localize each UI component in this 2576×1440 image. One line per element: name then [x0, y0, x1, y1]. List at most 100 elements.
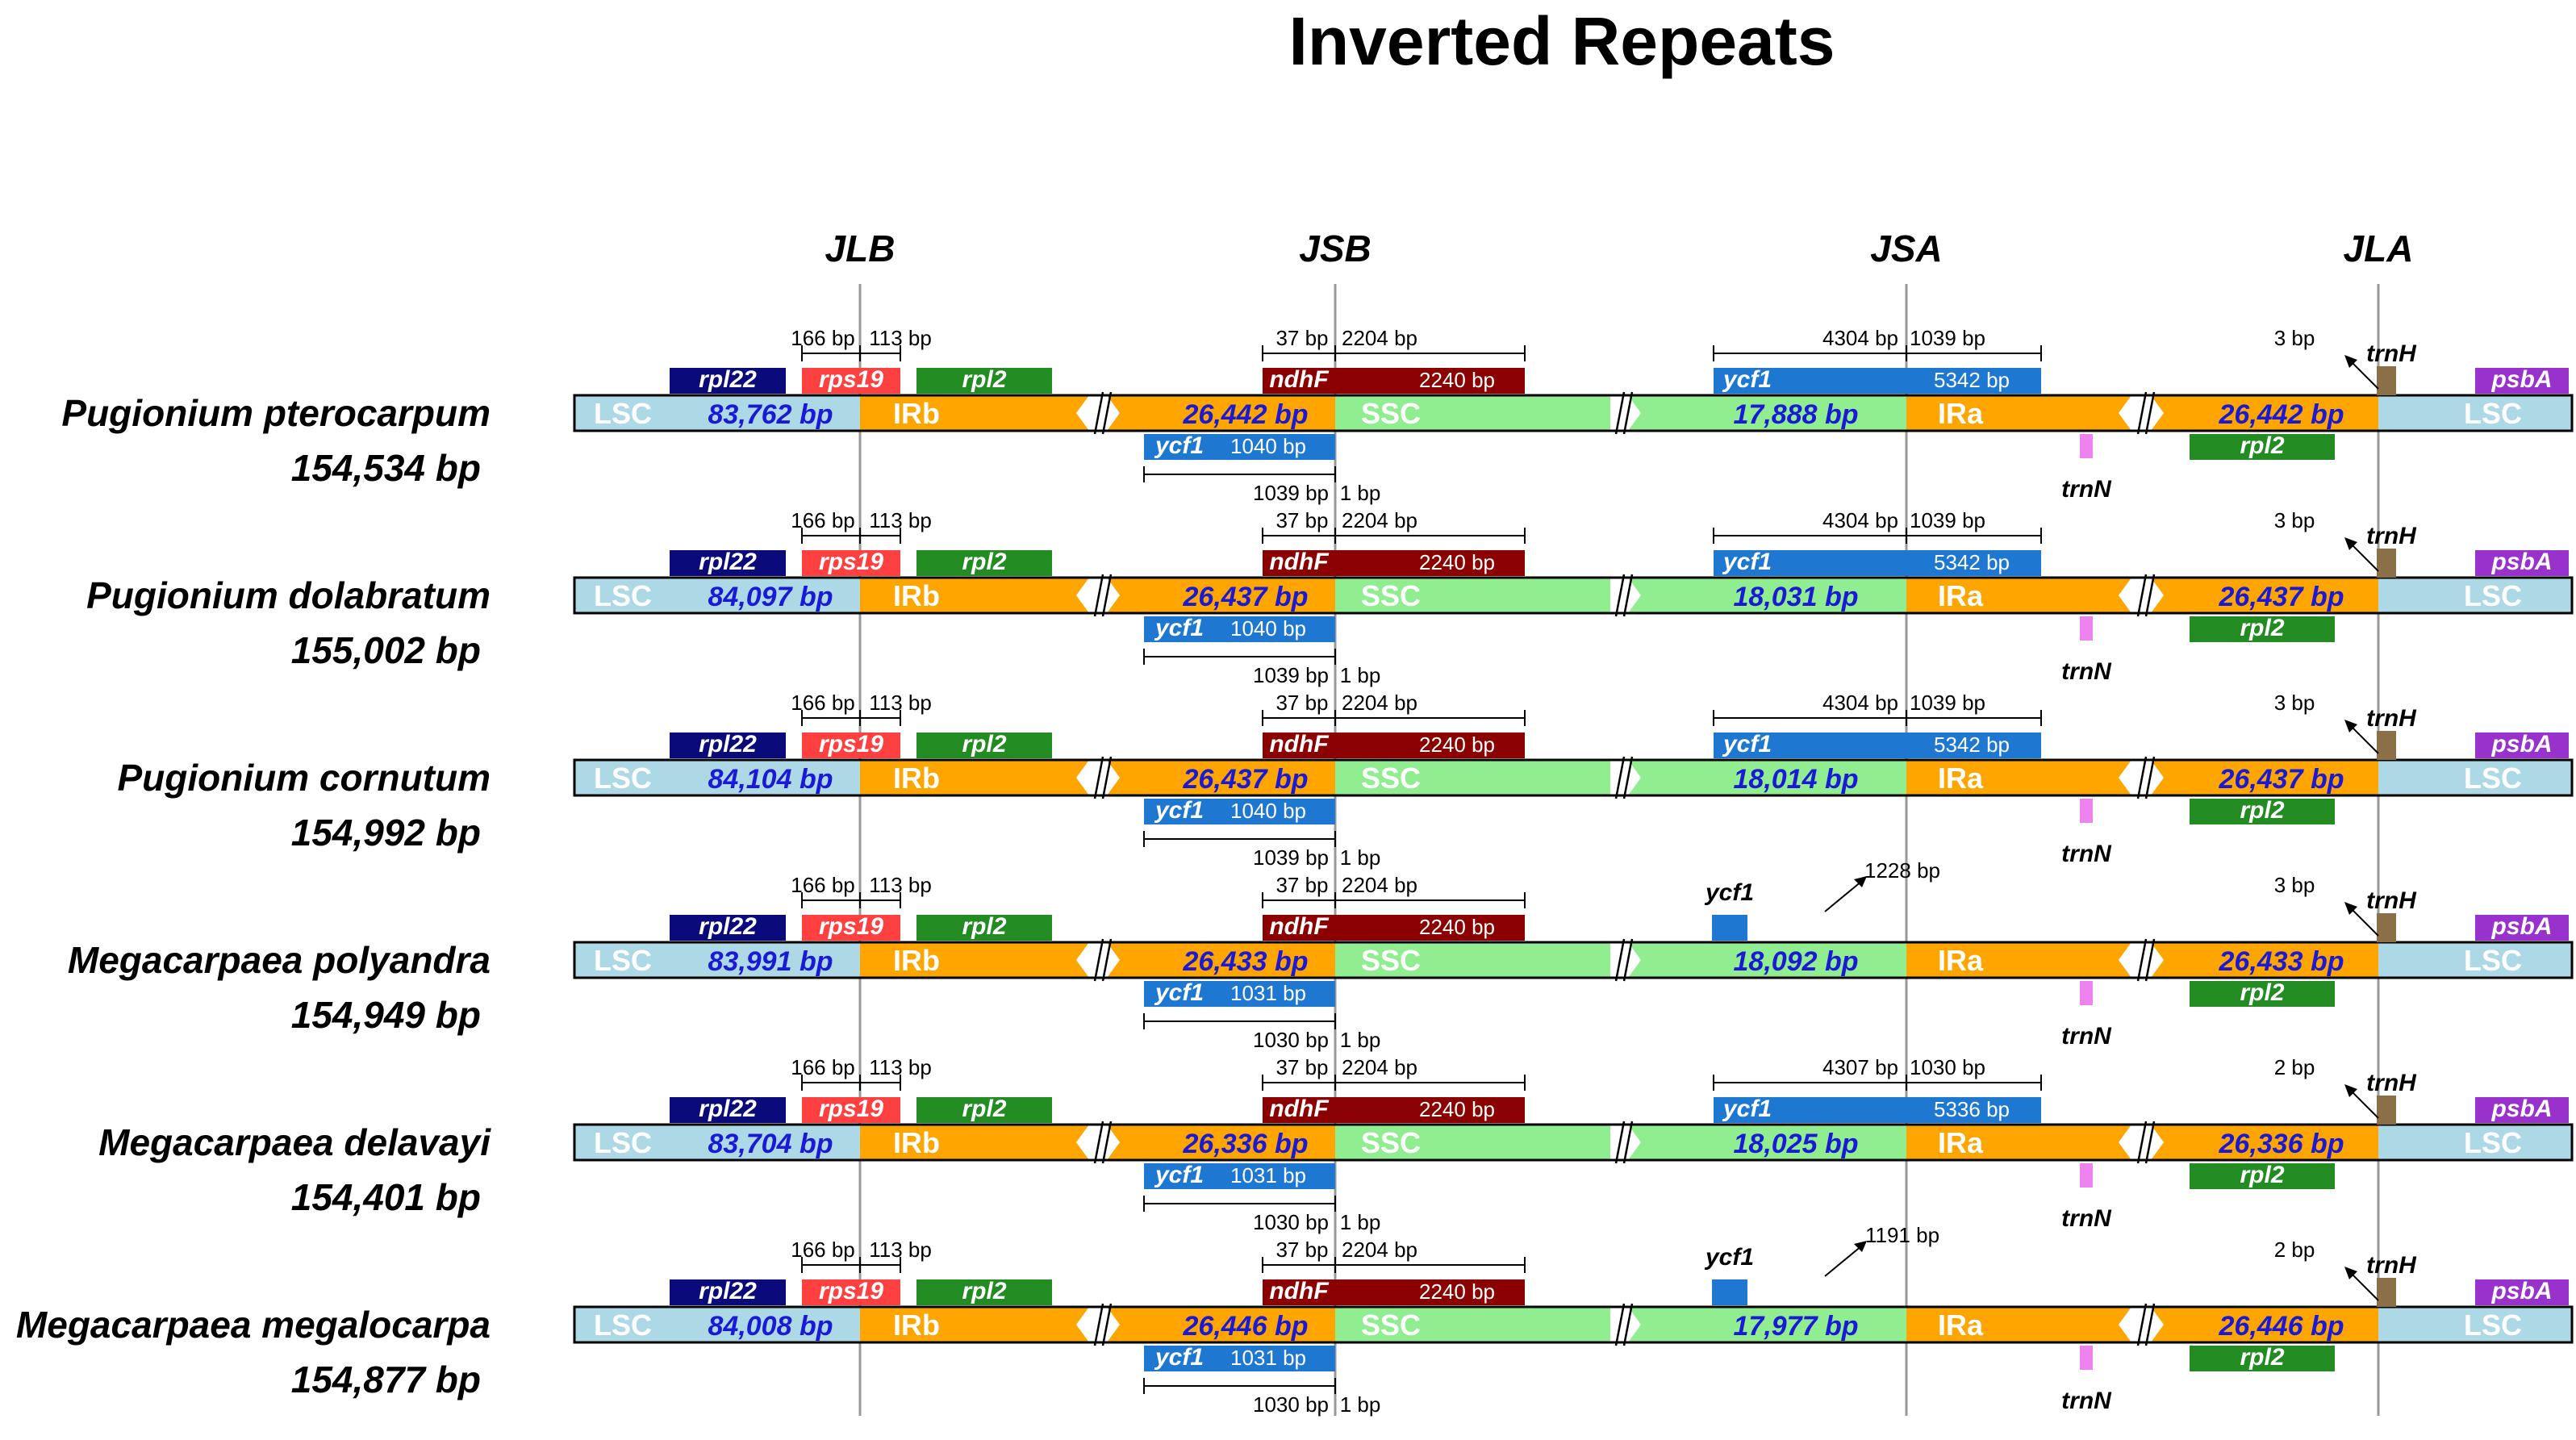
ndhF-ssc-box	[1335, 368, 1525, 394]
break-mark	[1614, 574, 1626, 617]
fragment-right-bp: 1 bp	[1340, 1210, 1381, 1234]
trnH-arrowhead	[2344, 720, 2357, 733]
lsc-region	[574, 395, 860, 431]
trnH-label: trnH	[2366, 340, 2417, 367]
fragment-left-bp: 1030 bp	[1253, 1028, 1329, 1052]
ssc-size: 17,977 bp	[1734, 1311, 1859, 1342]
rpl2-ira-box	[2190, 981, 2335, 1007]
break-mark	[2144, 1303, 2156, 1346]
break-mark	[1622, 756, 1634, 799]
trnH-label: trnH	[2366, 887, 2417, 914]
species-row: Megacarpaea delavayi 154,401 bp LSC 83,704 …	[98, 1055, 2574, 1234]
fragment-left-bp: 1030 bp	[1253, 1392, 1329, 1417]
break-mark	[1093, 756, 1104, 799]
genome-size: 154,992 bp	[291, 812, 481, 854]
ndhF-left-bp: 37 bp	[1275, 1238, 1328, 1262]
ndhF-ssc-box	[1335, 915, 1525, 941]
psbA-box	[2475, 733, 2569, 758]
ndhF-label: ndhF	[1269, 1278, 1329, 1304]
ssc-label: SSC	[1361, 944, 1421, 977]
lsc-region-right	[2378, 760, 2572, 795]
lsc-region-right	[2378, 1125, 2572, 1160]
rpl22-label: rpl22	[699, 1096, 757, 1122]
ycf1-arrow-bp: 1191 bp	[1865, 1223, 1939, 1247]
rpl2-irb-box	[916, 1279, 1052, 1305]
break-mark	[2136, 1121, 2148, 1164]
ira-label: IRa	[1938, 762, 1984, 795]
fragment-right-bp: 1 bp	[1340, 663, 1381, 687]
lsc-label-right: LSC	[2464, 397, 2522, 430]
rpl2-irb-box	[916, 368, 1052, 394]
irb-region	[860, 1307, 1089, 1342]
lsc-region-right	[2378, 395, 2572, 431]
trnH-arrowhead	[2344, 537, 2357, 550]
trnH-box	[2377, 731, 2396, 760]
rps19-left-bp: 166 bp	[791, 1238, 855, 1262]
ycf1-length: 5342 bp	[1934, 368, 2010, 392]
fragment-right-bp: 1 bp	[1340, 1028, 1381, 1052]
rpl2-irb-box	[916, 915, 1052, 941]
ycf1-short-box	[1712, 915, 1747, 941]
ndhF-left-bp: 37 bp	[1275, 508, 1328, 532]
lsc-label: LSC	[594, 762, 652, 795]
ssc-region-tail	[1628, 1125, 1906, 1160]
ycf1-short-label: ycf1	[1704, 879, 1754, 906]
trnN-box	[2080, 1163, 2093, 1187]
break-mark	[2136, 391, 2148, 435]
irb-size: 26,336 bp	[1183, 1129, 1309, 1159]
break-mark	[1093, 574, 1104, 617]
rpl22-box	[670, 915, 786, 941]
ssc-size: 17,888 bp	[1734, 399, 1859, 430]
ssc-size: 18,014 bp	[1734, 764, 1859, 795]
ycf1-fragment-length: 1040 bp	[1230, 616, 1306, 641]
trnH-arrow	[2348, 1088, 2379, 1119]
rps19-left-bp: 166 bp	[791, 508, 855, 532]
irb-region-tail	[1107, 1307, 1335, 1342]
ycf1-fragment-box	[1144, 1346, 1335, 1371]
ndhF-ssc-box	[1335, 1097, 1525, 1123]
ssc-region-tail	[1628, 760, 1906, 795]
lsc-label-right: LSC	[2464, 1126, 2522, 1159]
ndhF-length: 2240 bp	[1419, 1279, 1495, 1304]
rpl22-box	[670, 550, 786, 576]
lsc-region	[574, 1125, 860, 1160]
rpl2-irb-label: rpl2	[962, 1096, 1006, 1122]
ssc-label: SSC	[1361, 1126, 1421, 1159]
break-mark	[1614, 756, 1626, 799]
ssc-region	[1335, 1125, 1610, 1160]
break-mark	[1614, 938, 1626, 982]
genome-size: 154,534 bp	[291, 447, 481, 489]
genome-size: 154,949 bp	[291, 994, 481, 1036]
rps19-box	[802, 550, 900, 576]
ndhF-ssc-box	[1335, 1279, 1525, 1305]
psbA-label: psbA	[2491, 913, 2553, 940]
ycf1-bar	[1714, 368, 2041, 394]
species-row: Megacarpaea megalocarpa 154,877 bp LSC 84,0…	[16, 1223, 2574, 1417]
junction-label-jsa: JSA	[1870, 227, 1942, 269]
ssc-label: SSC	[1361, 397, 1421, 430]
trnH-arrowhead	[2344, 1084, 2357, 1097]
break-mark	[1622, 391, 1634, 435]
trnH-gap: 3 bp	[2274, 326, 2315, 350]
ndhF-length: 2240 bp	[1419, 733, 1495, 757]
ira-region	[1906, 942, 2131, 978]
ira-region-tail	[2151, 1307, 2378, 1342]
ndhF-right-bp: 2204 bp	[1342, 1055, 1417, 1079]
trnH-box	[2377, 366, 2396, 395]
break-mark	[1622, 938, 1634, 982]
ycf1-left-bp: 4307 bp	[1822, 1055, 1898, 1079]
rps19-right-bp: 113 bp	[869, 326, 932, 350]
rps19-box	[802, 368, 900, 394]
rpl2-irb-label: rpl2	[962, 1278, 1006, 1304]
trnH-box	[2377, 1096, 2396, 1125]
rpl2-ira-label: rpl2	[2240, 979, 2284, 1006]
ira-region	[1906, 760, 2131, 795]
ycf1-short-box	[1712, 1279, 1747, 1305]
ndhF-box	[1263, 915, 1335, 941]
rpl2-irb-box	[916, 1097, 1052, 1123]
lsc-region	[574, 942, 860, 978]
trnH-label: trnH	[2366, 523, 2417, 549]
rpl2-ira-label: rpl2	[2240, 432, 2284, 459]
rpl22-label: rpl22	[699, 913, 757, 940]
